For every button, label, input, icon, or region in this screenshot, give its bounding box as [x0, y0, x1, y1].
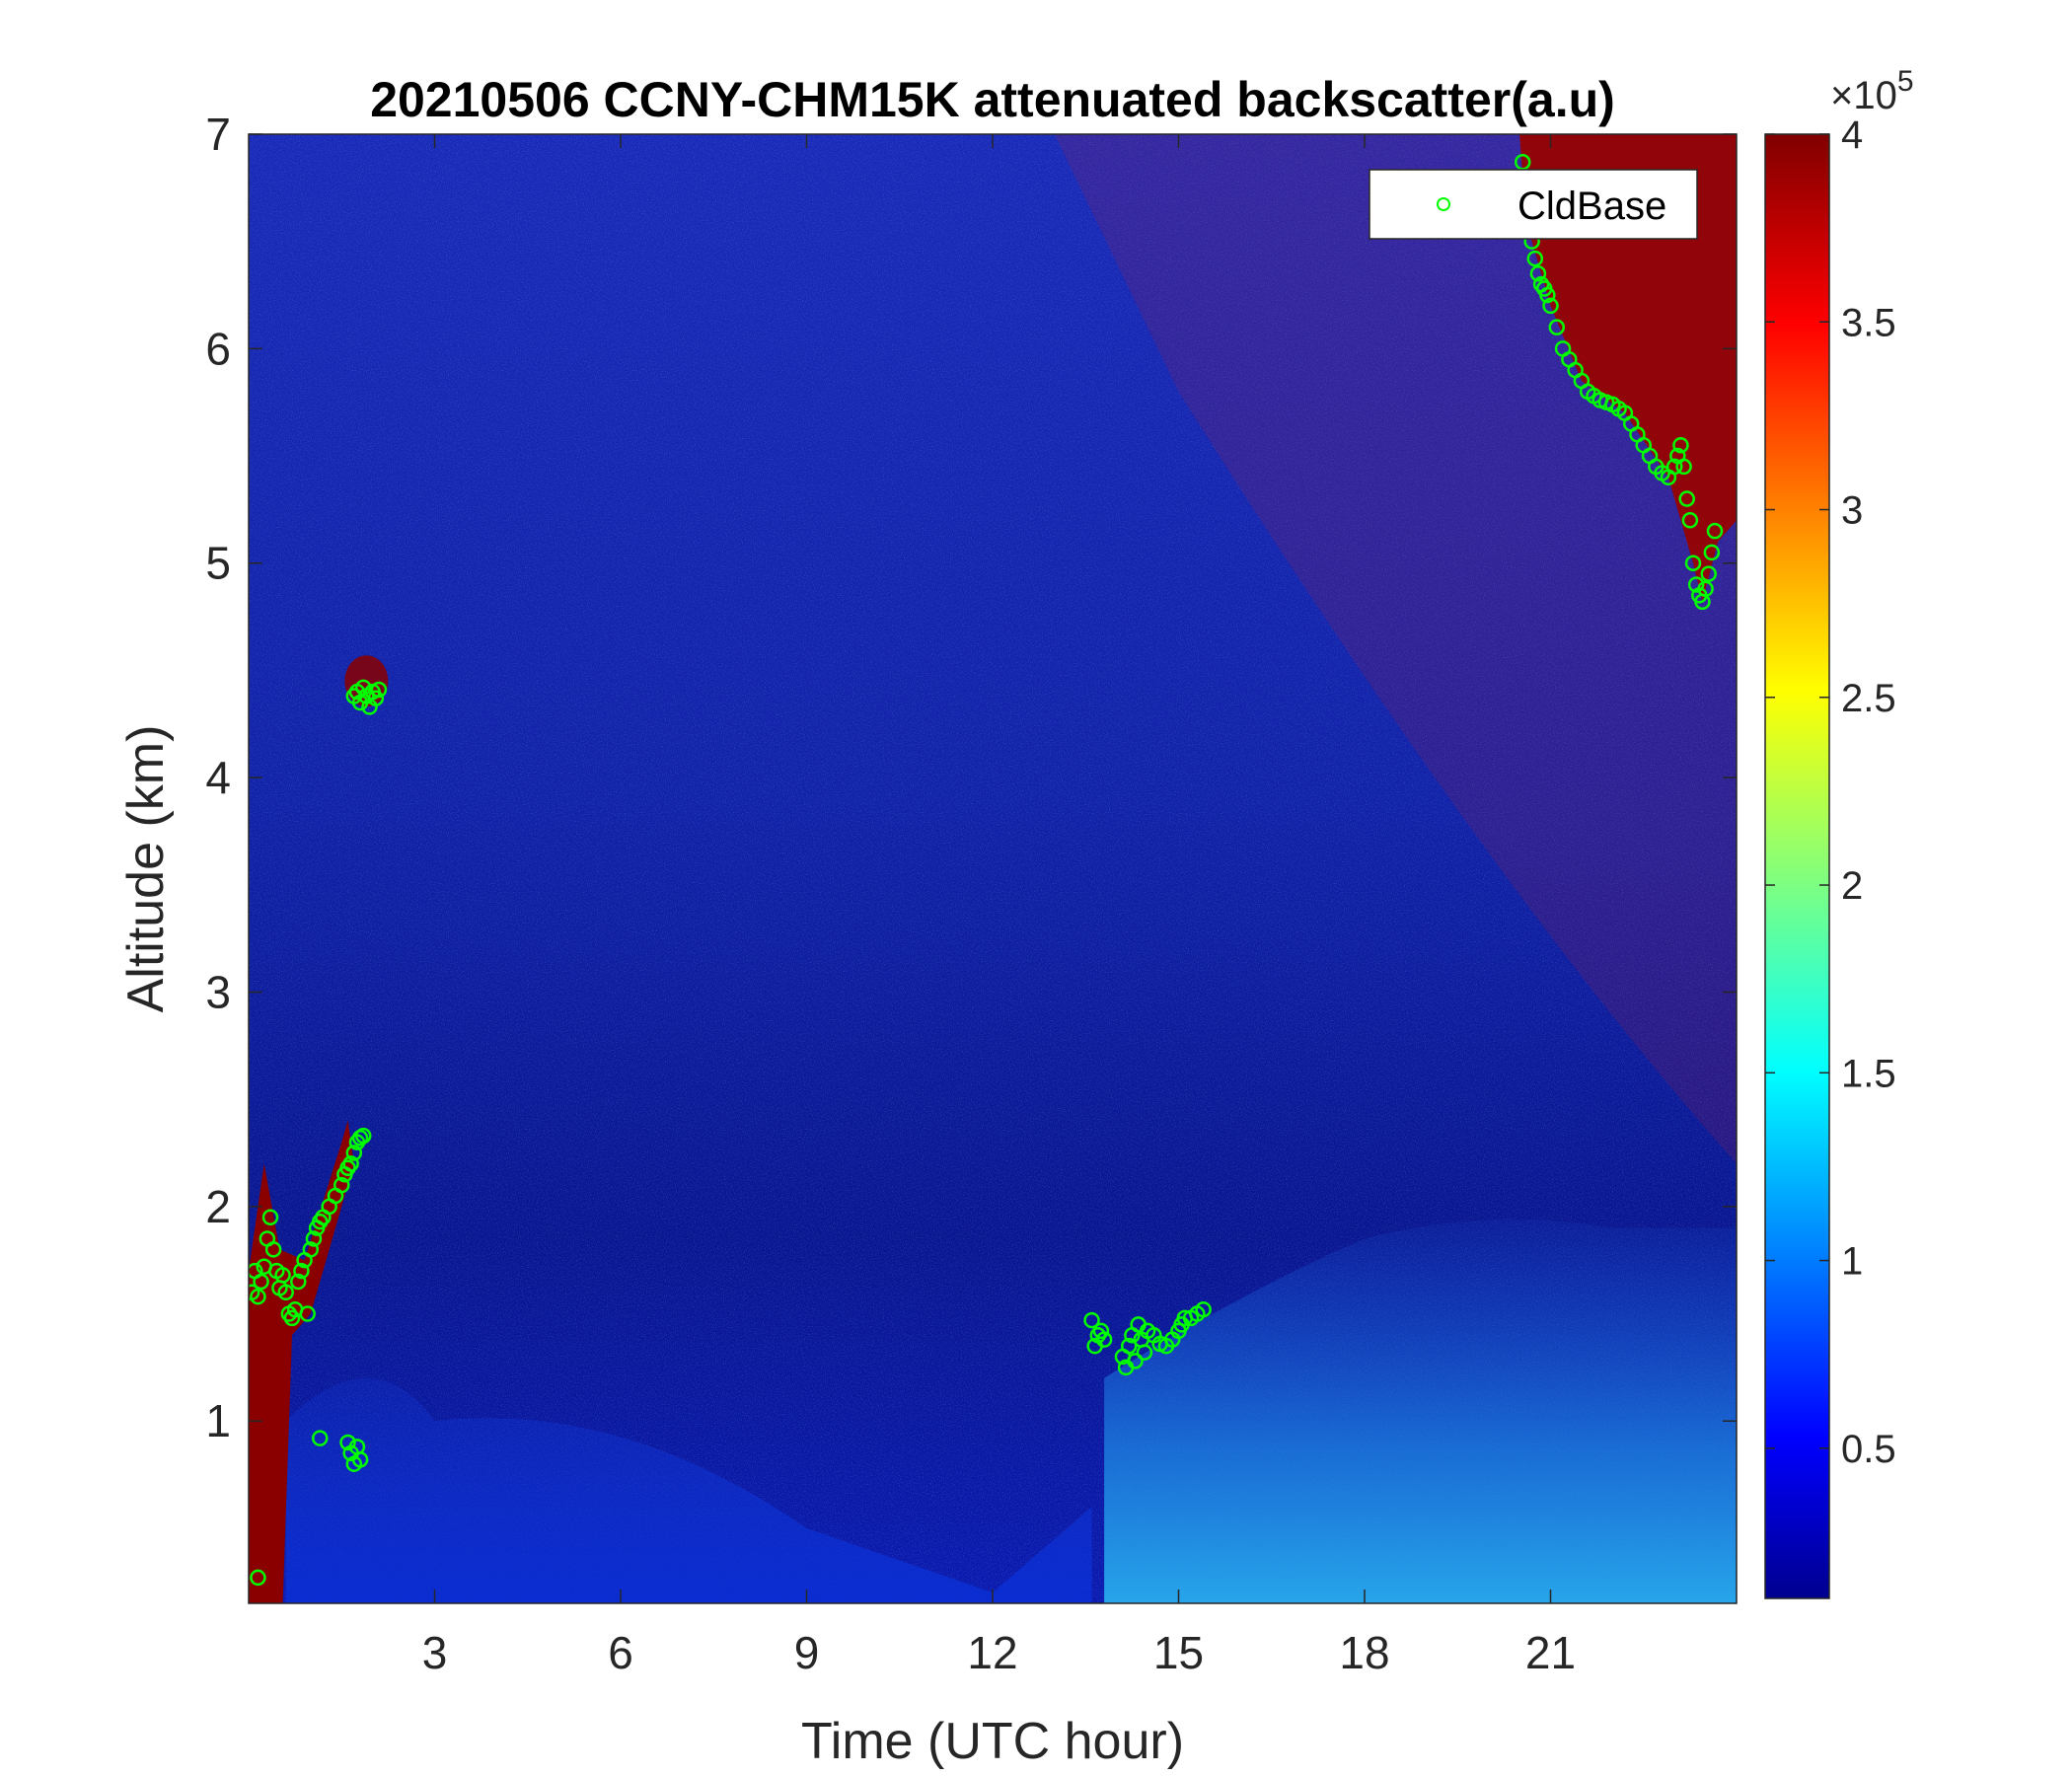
cldbase-point: [290, 1273, 307, 1291]
colorbar-tick-label: 2: [1841, 864, 1863, 908]
cldbase-point: [354, 679, 372, 697]
cldbase-point: [1700, 565, 1717, 582]
cldbase-point: [1095, 1331, 1113, 1348]
cldbase-point: [351, 1451, 369, 1468]
x-tick-label: 12: [967, 1627, 1017, 1678]
y-axis: 1 2 3 4 5 6 7: [205, 109, 1737, 1446]
cldbase-point: [1136, 1344, 1153, 1361]
cldbase-point: [1684, 555, 1702, 571]
legend: CldBase: [1369, 169, 1698, 240]
cldbase-point: [1539, 286, 1556, 304]
cldbase-markers: [249, 154, 1724, 1587]
cldbase-point: [299, 1305, 316, 1322]
colorbar-tick-label: 1: [1841, 1240, 1863, 1284]
cldbase-point: [293, 1262, 310, 1280]
heatmap-features: [249, 134, 1737, 1603]
y-tick-label: 7: [205, 109, 231, 160]
cldbase-point: [253, 1273, 269, 1291]
colorbar-tick-label: 0.5: [1841, 1428, 1896, 1471]
cldbase-point: [1526, 250, 1544, 267]
y-tick-label: 3: [205, 966, 231, 1017]
y-tick-label: 2: [205, 1181, 231, 1232]
cldbase-point: [250, 1569, 266, 1587]
upper-haze: [1054, 134, 1737, 1164]
cldbase-point: [342, 1155, 359, 1172]
plot-area: [249, 134, 1737, 1603]
cldbase-point: [370, 681, 388, 699]
cloud-high-evening: [1519, 134, 1737, 602]
colorbar-tick-label: 3: [1841, 489, 1863, 533]
cldbase-point: [274, 1267, 291, 1284]
colorbar-multiplier: ×105: [1830, 65, 1914, 117]
colorbar-tick-label: 4: [1841, 113, 1863, 157]
chart-title: 20210506 CCNY-CHM15K attenuated backscat…: [370, 72, 1615, 127]
cldbase-point: [1083, 1311, 1100, 1329]
colorbar-ticks: 0.5 1 1.5 2 2.5 3 3.5 4: [1765, 113, 1896, 1471]
cldbase-point: [261, 1209, 279, 1225]
x-tick-label: 15: [1153, 1627, 1204, 1678]
cldbase-point: [1672, 436, 1689, 454]
cldbase-point: [1678, 490, 1695, 507]
x-axis: 3 6 9 12 15 18 21: [422, 134, 1576, 1678]
cldbase-point: [1706, 522, 1724, 540]
colorbar-tick-label: 3.5: [1841, 301, 1896, 344]
y-tick-label: 6: [205, 323, 231, 374]
x-tick-label: 9: [794, 1627, 820, 1678]
colorbar-tick-label: 1.5: [1841, 1052, 1896, 1095]
cldbase-point: [1548, 319, 1566, 335]
x-tick-label: 6: [608, 1627, 633, 1678]
colorbar-tick-label: 2.5: [1841, 677, 1896, 720]
cldbase-point: [1675, 458, 1692, 476]
cldbase-point: [277, 1284, 294, 1301]
cldbase-point: [339, 1434, 356, 1451]
cldbase-point: [1681, 512, 1699, 529]
cloud-early-morning: [249, 1120, 354, 1603]
cldbase-point: [1542, 297, 1559, 315]
cldbase-point: [1529, 265, 1547, 282]
y-tick-label: 5: [205, 538, 231, 589]
y-axis-label: Altitude (km): [117, 725, 175, 1013]
legend-box: [1369, 169, 1698, 240]
aerosol-layer-morning: [285, 1377, 1092, 1603]
cldbase-point: [1665, 458, 1683, 476]
y-tick-label: 1: [205, 1395, 231, 1446]
colorbar: 0.5 1 1.5 2 2.5 3 3.5 4 ×105: [1764, 65, 1914, 1599]
cldbase-point: [302, 1241, 320, 1258]
cldbase-point: [1092, 1322, 1110, 1340]
x-axis-label: Time (UTC hour): [801, 1713, 1184, 1770]
cldbase-point: [1703, 544, 1721, 561]
x-tick-label: 18: [1339, 1627, 1389, 1678]
x-tick-label: 3: [422, 1627, 448, 1678]
legend-marker-cldbase: [1437, 197, 1450, 211]
cldbase-point: [354, 1127, 372, 1145]
aerosol-layer-afternoon: [1104, 1219, 1737, 1603]
x-tick-label: 21: [1525, 1627, 1576, 1678]
colorbar-gradient: [1764, 133, 1830, 1599]
cldbase-point: [305, 1230, 323, 1247]
y-tick-label: 4: [205, 752, 231, 803]
cldbase-point: [264, 1241, 282, 1258]
cldbase-point: [1120, 1337, 1138, 1355]
cldbase-point: [333, 1176, 350, 1194]
cldbase-point: [1195, 1300, 1212, 1318]
cldbase-point: [351, 1130, 369, 1147]
cldbase-point: [1697, 580, 1714, 598]
cldbase-point: [367, 690, 385, 706]
legend-label-cldbase: CldBase: [1517, 185, 1666, 228]
cldbase-point: [312, 1430, 329, 1446]
cldbase-point: [283, 1309, 301, 1327]
cldbase-point: [250, 1288, 266, 1305]
cldbase-point: [1127, 1353, 1144, 1369]
cldbase-point: [345, 1145, 363, 1161]
cldbase-point: [1687, 576, 1705, 593]
